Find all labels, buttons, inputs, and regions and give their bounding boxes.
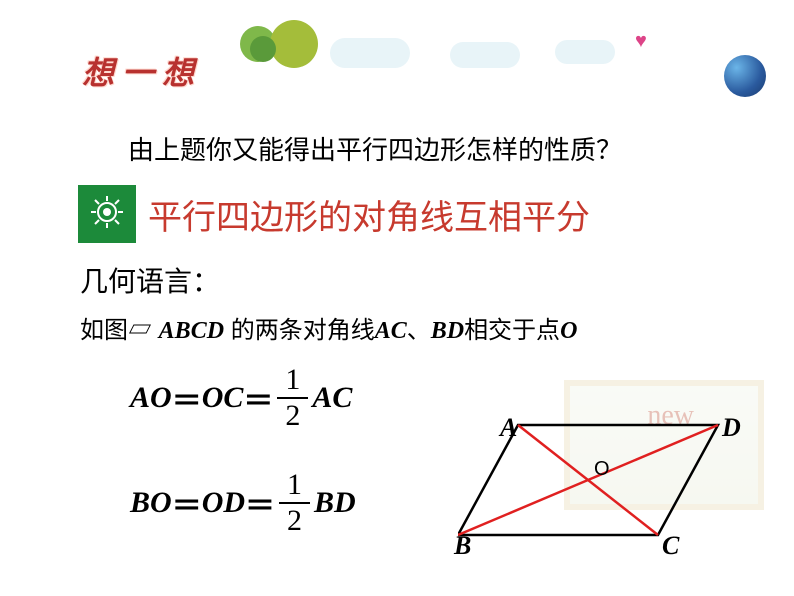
lightbulb-icon	[78, 185, 136, 243]
slide-title: 想 一 想	[82, 48, 194, 94]
f1-rhs: AC	[312, 381, 352, 415]
decoration-cloud	[555, 40, 615, 64]
f1-den: 2	[277, 399, 308, 431]
vertex-c: C	[662, 531, 679, 561]
formula-ao-oc: AO ＝ OC ＝ 1 2 AC	[130, 365, 352, 431]
desc-abcd: ABCD	[159, 318, 224, 344]
desc-suffix: 相交于点	[464, 317, 560, 344]
globe-icon	[724, 55, 766, 97]
desc-prefix: 如图▱	[80, 317, 159, 344]
desc-ac: AC	[375, 318, 407, 344]
vertex-b: B	[454, 531, 471, 561]
geometric-language-label: 几何语言：	[80, 260, 220, 300]
vertex-d: D	[722, 413, 741, 443]
f2-den: 2	[279, 504, 310, 536]
desc-mid: 的两条对角线	[224, 317, 375, 344]
f2-lhs1: BO	[130, 486, 172, 520]
f1-fraction: 1 2	[277, 365, 308, 431]
decoration-cloud	[330, 38, 410, 68]
desc-sep: 、	[407, 317, 431, 344]
desc-o: O	[560, 318, 577, 344]
decoration-tree	[250, 36, 276, 62]
f2-lhs2: OD	[202, 486, 245, 520]
parallelogram-diagram: A D B C O	[458, 405, 738, 565]
decoration-tree	[270, 20, 318, 68]
f2-fraction: 1 2	[279, 470, 310, 536]
decoration-heart: ♥	[635, 30, 647, 53]
f1-lhs2: OC	[202, 381, 244, 415]
f2-num: 1	[279, 470, 310, 504]
f1-eq2: ＝	[243, 376, 273, 420]
desc-bd: BD	[431, 318, 464, 344]
vertex-a: A	[500, 413, 517, 443]
f1-eq1: ＝	[172, 376, 202, 420]
f1-num: 1	[277, 365, 308, 399]
formula-bo-od: BO ＝ OD ＝ 1 2 BD	[130, 470, 356, 536]
decoration-cloud	[450, 42, 520, 68]
center-o: O	[594, 458, 610, 481]
f2-rhs: BD	[314, 486, 356, 520]
f1-lhs1: AO	[130, 381, 172, 415]
question-text: 由上题你又能得出平行四边形怎样的性质？	[128, 130, 622, 167]
f2-eq1: ＝	[172, 481, 202, 525]
property-statement: 平行四边形的对角线互相平分	[148, 190, 590, 239]
f2-eq2: ＝	[245, 481, 275, 525]
description-text: 如图▱ ABCD 的两条对角线AC、BD相交于点O	[80, 310, 577, 345]
